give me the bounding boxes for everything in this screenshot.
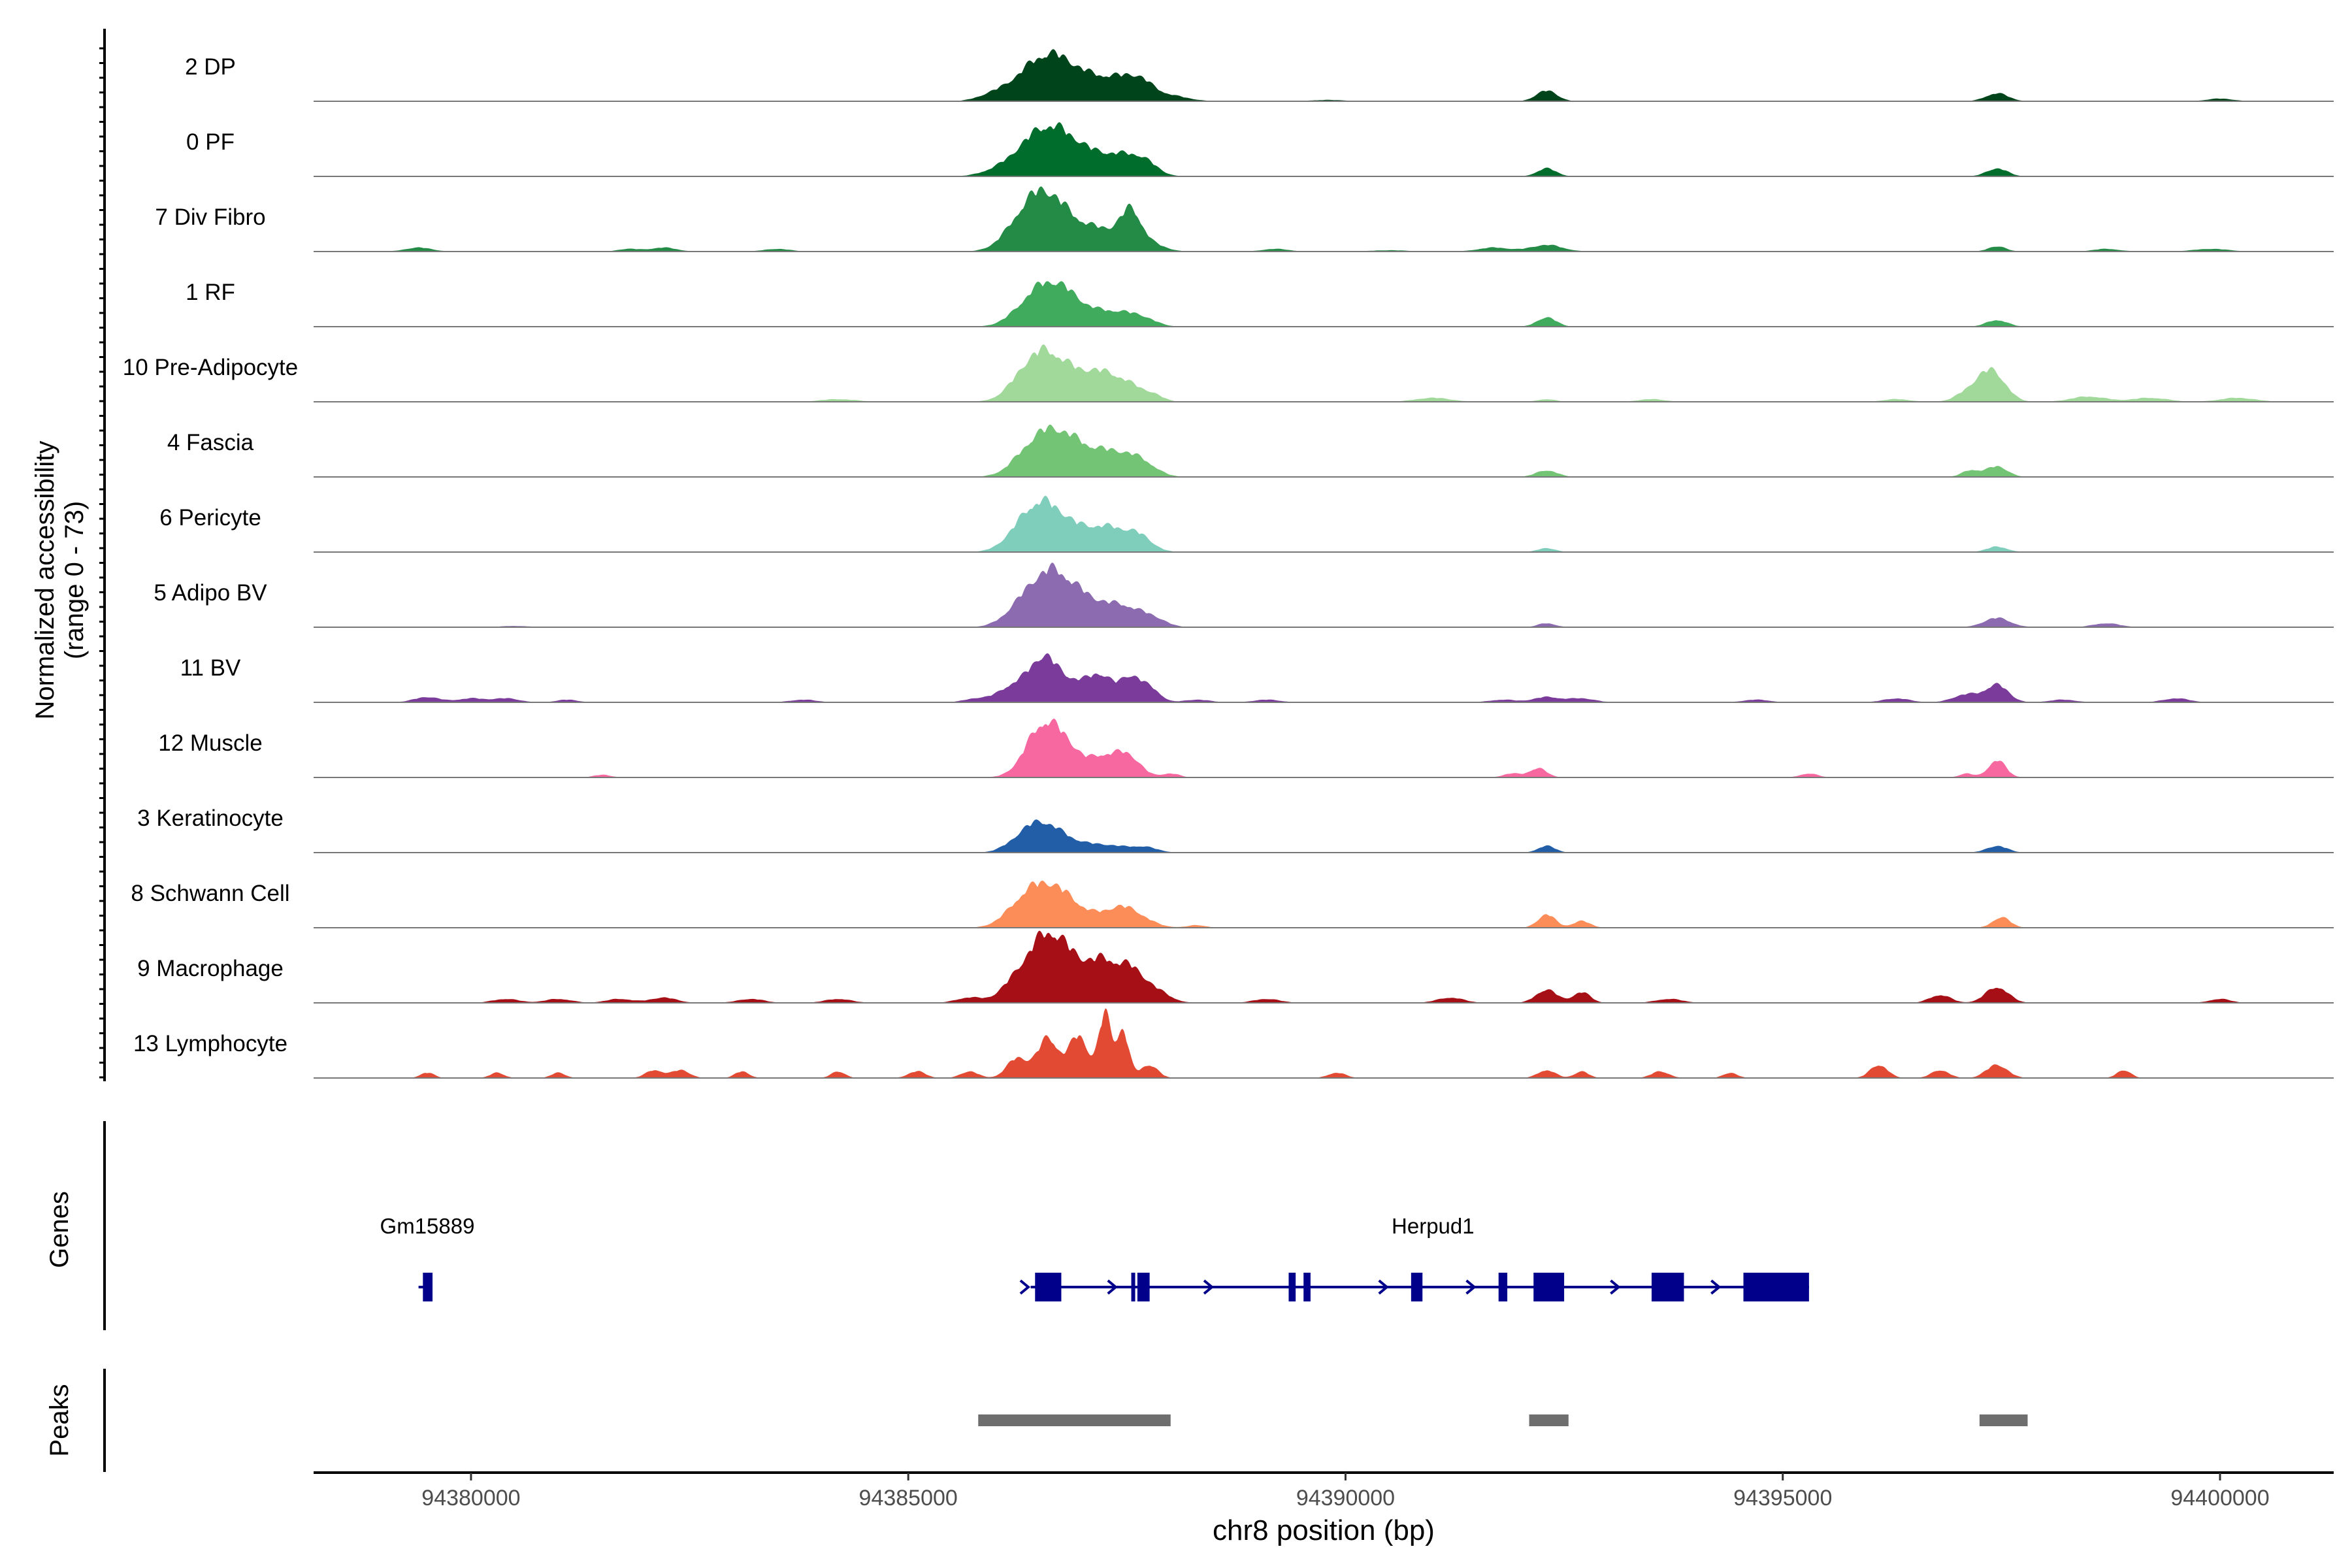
gene-strand-arrow xyxy=(1203,1279,1215,1295)
peak-region xyxy=(1979,1414,2028,1426)
track-label: 4 Fascia xyxy=(167,430,254,455)
track-label: 8 Schwann Cell xyxy=(131,881,289,906)
x-tick-label: 94400000 xyxy=(2170,1486,2269,1511)
track-11: 3 Keratinocyte xyxy=(137,806,2334,853)
track-label: 12 Muscle xyxy=(158,730,263,756)
x-tick-label: 94395000 xyxy=(1733,1486,1832,1511)
track-coverage-area xyxy=(314,719,2334,777)
gene-exon xyxy=(1411,1273,1423,1301)
track-coverage-area xyxy=(314,122,2334,176)
track-label: 7 Div Fibro xyxy=(155,204,265,230)
gene-strand-arrow xyxy=(1610,1279,1621,1295)
y-axis-label: Normalized accessibility xyxy=(31,441,59,720)
track-4: 1 RF xyxy=(186,280,2334,327)
x-axis-label: chr8 position (bp) xyxy=(1213,1514,1435,1546)
gene-exon xyxy=(1533,1273,1565,1301)
gene-strand-arrow xyxy=(1019,1279,1031,1295)
gene-strand-arrow xyxy=(1465,1279,1477,1295)
gene-exon xyxy=(1498,1273,1508,1301)
track-label: 9 Macrophage xyxy=(137,956,284,981)
genes-track: Gm15889 Herpud1 xyxy=(380,1214,1809,1301)
genes-label: Genes xyxy=(45,1191,74,1268)
track-8: 5 Adipo BV xyxy=(154,563,2334,628)
track-label: 11 BV xyxy=(180,655,241,681)
x-tick-label: 94380000 xyxy=(421,1486,520,1511)
track-label: 0 PF xyxy=(186,129,235,155)
peak-region xyxy=(1529,1414,1569,1426)
gene-exon xyxy=(1288,1273,1296,1301)
track-coverage-area xyxy=(314,819,2334,853)
gene-strand-arrow xyxy=(1378,1279,1389,1295)
track-coverage-area xyxy=(314,495,2334,552)
track-coverage-area xyxy=(314,186,2334,252)
track-coverage-area xyxy=(314,930,2334,1003)
gene-exon xyxy=(1131,1273,1135,1301)
track-1: 2 DP xyxy=(185,49,2334,102)
track-label: 1 RF xyxy=(186,280,235,305)
peaks-label: Peaks xyxy=(45,1384,74,1456)
gene-name: Herpud1 xyxy=(1392,1214,1475,1238)
y-axis-label-range: (range 0 - 73) xyxy=(60,501,89,659)
track-label: 6 Pericyte xyxy=(159,505,261,531)
track-5: 10 Pre-Adipocyte xyxy=(123,344,2334,402)
track-coverage-area xyxy=(314,880,2334,928)
gene-name: Gm15889 xyxy=(380,1214,475,1238)
accessibility-tracks: 2 DP 0 PF 7 Div Fibro 1 RF 10 Pre-Adipocyte 4… xyxy=(123,49,2334,1079)
track-label: 10 Pre-Adipocyte xyxy=(123,355,298,380)
gene-exon xyxy=(1651,1273,1684,1301)
track-coverage-area xyxy=(314,424,2334,477)
track-13: 9 Macrophage xyxy=(137,930,2334,1004)
peak-region xyxy=(978,1414,1171,1426)
gene-strand-arrow xyxy=(1107,1279,1118,1295)
track-coverage-area xyxy=(314,49,2334,101)
x-tick-label: 94385000 xyxy=(859,1486,958,1511)
peaks-track xyxy=(978,1414,2028,1426)
track-coverage-area xyxy=(314,653,2334,702)
x-tick-label: 94390000 xyxy=(1296,1486,1395,1511)
track-3: 7 Div Fibro xyxy=(155,186,2334,252)
track-label: 3 Keratinocyte xyxy=(137,806,284,831)
gene-exon xyxy=(1035,1273,1062,1301)
track-14: 13 Lymphocyte xyxy=(133,1008,2334,1079)
track-coverage-area xyxy=(314,1008,2334,1078)
track-2: 0 PF xyxy=(186,122,2334,177)
track-coverage-area xyxy=(314,563,2334,627)
gene-exon xyxy=(1137,1273,1150,1301)
track-7: 6 Pericyte xyxy=(159,495,2334,553)
gene-exon xyxy=(1743,1273,1809,1301)
track-label: 2 DP xyxy=(185,54,236,80)
gene-exon xyxy=(423,1273,433,1301)
track-9: 11 BV xyxy=(180,653,2334,703)
track-label: 5 Adipo BV xyxy=(154,580,267,606)
track-coverage-area xyxy=(314,281,2334,327)
x-axis: 94380000 94385000 94390000 94395000 94400000 xyxy=(314,1471,2334,1511)
track-label: 13 Lymphocyte xyxy=(133,1031,287,1056)
track-10: 12 Muscle xyxy=(158,719,2334,778)
gene-strand-arrow xyxy=(1710,1279,1722,1295)
gene-exon xyxy=(1303,1273,1311,1301)
track-6: 4 Fascia xyxy=(167,424,2334,478)
track-coverage-area xyxy=(314,344,2334,402)
y-axis xyxy=(99,29,106,1081)
track-12: 8 Schwann Cell xyxy=(131,880,2334,928)
